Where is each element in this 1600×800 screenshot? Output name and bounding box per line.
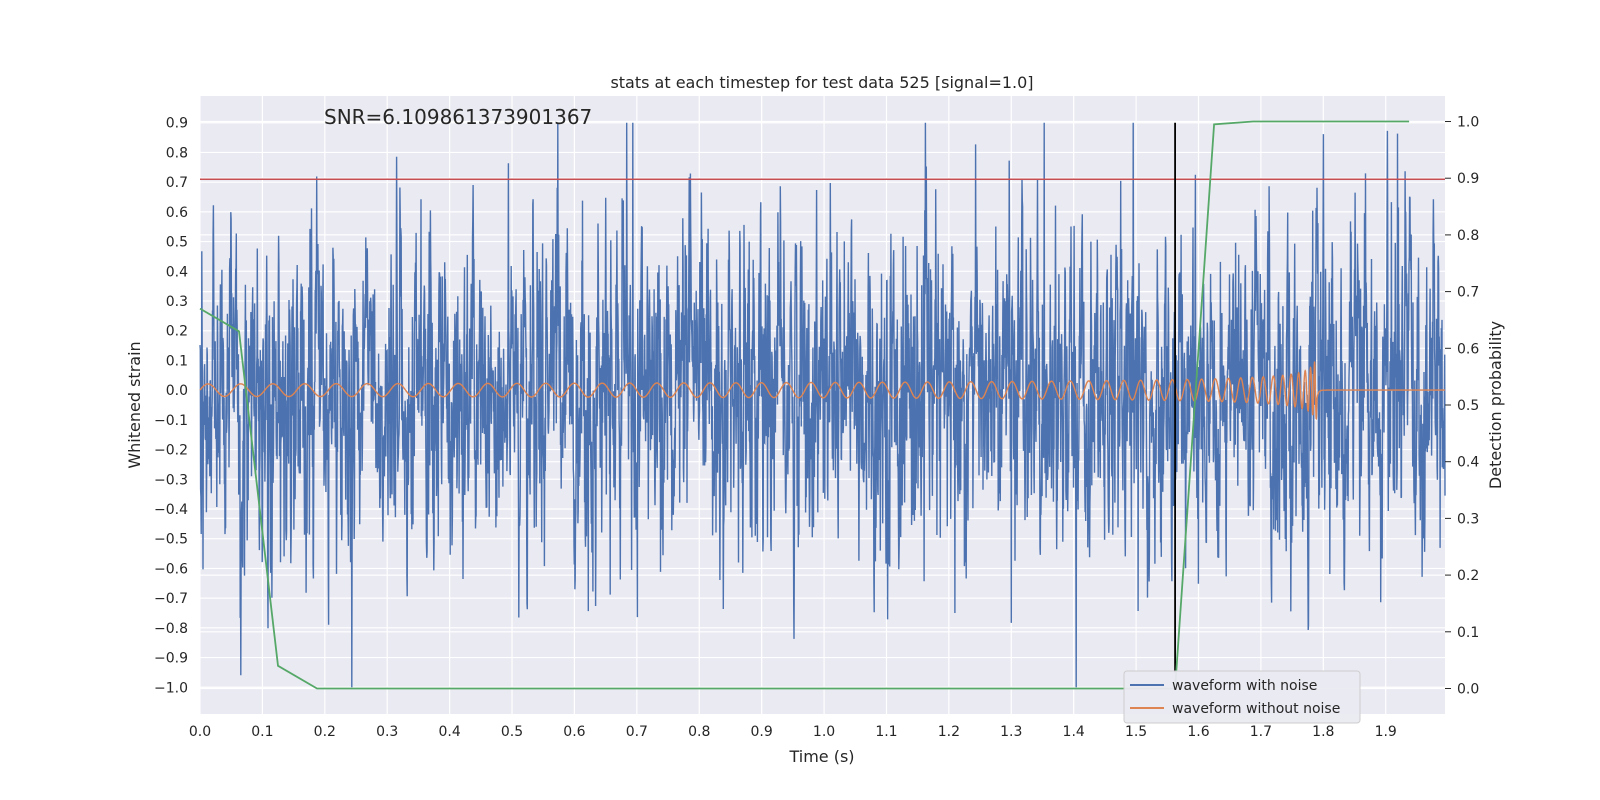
y-tick-label-right: 1.0 (1457, 115, 1479, 131)
x-tick-label: 0.8 (688, 724, 710, 740)
series-waveform-without-noise (199, 361, 1445, 421)
y-tick-label: −0.5 (154, 532, 188, 548)
legend-label-noise: waveform with noise (1172, 678, 1317, 694)
y-tick-label: 0.8 (166, 145, 188, 161)
y-tick-label: −0.6 (154, 561, 188, 577)
y-tick-labels-right: 1.0 0.9 0.8 0.7 0.6 0.5 0.4 0.3 0.2 0.1 0.0 (1445, 115, 1479, 697)
y-tick-label-right: 0.5 (1457, 398, 1479, 414)
y-tick-label: −0.4 (154, 502, 188, 518)
y-tick-labels: 0.9 0.8 0.7 0.6 0.5 0.4 0.3 0.2 0.1 0.0 −0.1 −0.2 −0… (154, 116, 188, 697)
x-tick-label: 1.5 (1125, 724, 1147, 740)
y-tick-label: −0.7 (154, 591, 188, 607)
y-tick-label: 0.6 (166, 205, 188, 221)
x-tick-label: 0.2 (314, 724, 336, 740)
x-tick-label: 1.0 (813, 724, 835, 740)
x-tick-label: 1.9 (1375, 724, 1397, 740)
y-axis-label-right: Detection probability (1486, 321, 1505, 489)
chart-title: stats at each timestep for test data 525… (610, 73, 1033, 92)
x-axis-label: Time (s) (788, 747, 854, 766)
x-tick-label: 1.4 (1063, 724, 1085, 740)
x-tick-label: 1.7 (1250, 724, 1272, 740)
y-tick-label-right: 0.0 (1457, 681, 1479, 697)
y-tick-label: −0.2 (154, 443, 188, 459)
legend-box (1123, 670, 1361, 724)
y-tick-label: 0.4 (166, 264, 188, 280)
snr-annotation: SNR=6.109861373901367 (324, 105, 592, 129)
x-tick-label: 0.1 (251, 724, 273, 740)
y-tick-label: 0.0 (166, 383, 188, 399)
x-tick-label: 0.5 (501, 724, 523, 740)
y-tick-label: 0.7 (166, 175, 188, 191)
y-tick-label-right: 0.2 (1457, 568, 1479, 584)
x-tick-label: 0.6 (563, 724, 585, 740)
y-tick-label-right: 0.1 (1457, 625, 1479, 641)
y-tick-label: 0.3 (166, 294, 188, 310)
x-tick-label: 1.3 (1000, 724, 1022, 740)
y-tick-label: −0.1 (154, 413, 188, 429)
y-tick-label-right: 0.8 (1457, 228, 1479, 244)
y-tick-label-right: 0.3 (1457, 511, 1479, 527)
x-tick-label: 1.2 (938, 724, 960, 740)
y-tick-label: 0.2 (166, 324, 188, 340)
grid (199, 96, 1445, 714)
x-tick-label: 1.6 (1187, 724, 1209, 740)
y-tick-label-right: 0.9 (1457, 171, 1479, 187)
y-tick-label: 0.9 (166, 116, 188, 132)
x-tick-label: 0.0 (189, 724, 211, 740)
x-tick-label: 0.9 (751, 724, 773, 740)
x-tick-label: 0.4 (438, 724, 460, 740)
y-tick-label: −0.8 (154, 621, 188, 637)
x-tick-label: 0.7 (626, 724, 648, 740)
legend: waveform with noise waveform without noi… (1123, 670, 1361, 724)
series-waveform-with-noise (199, 122, 1446, 688)
y-tick-label: 0.5 (166, 235, 188, 251)
y-tick-label: −0.9 (154, 651, 188, 667)
y-axis-label: Whitened strain (125, 341, 144, 468)
y-tick-label-right: 0.6 (1457, 341, 1479, 357)
y-tick-label-right: 0.4 (1457, 455, 1479, 471)
x-tick-label: 1.8 (1312, 724, 1334, 740)
x-tick-label: 1.1 (875, 724, 897, 740)
legend-label-clean: waveform without noise (1172, 701, 1340, 717)
y-tick-label: −1.0 (154, 680, 188, 696)
x-tick-label: 0.3 (376, 724, 398, 740)
y-tick-label: −0.3 (154, 472, 188, 488)
y-tick-label-right: 0.7 (1457, 285, 1479, 301)
x-tick-labels: 0.0 0.1 0.2 0.3 0.4 0.5 0.6 0.7 0.8 0.9 1.0 1.1 1.2 1… (189, 724, 1397, 740)
y-tick-label: 0.1 (166, 353, 188, 369)
